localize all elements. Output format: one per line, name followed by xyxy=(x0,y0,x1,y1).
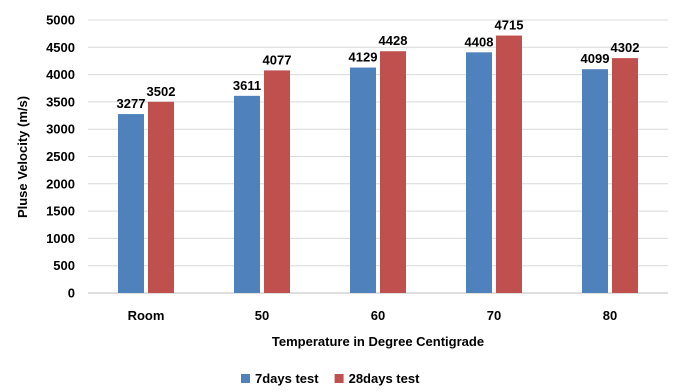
legend: 7days test 28days test xyxy=(241,371,420,386)
x-tick-label: 70 xyxy=(487,308,501,323)
bar-series2 xyxy=(148,101,174,293)
x-tick-label: 60 xyxy=(371,308,385,323)
y-tick-label: 2000 xyxy=(46,176,75,191)
bar-series2 xyxy=(264,70,290,293)
y-tick-label: 3500 xyxy=(46,94,75,109)
data-label: 4302 xyxy=(611,40,640,55)
legend-swatch xyxy=(334,374,344,383)
bar-series1 xyxy=(466,52,492,294)
y-tick-label: 0 xyxy=(68,286,75,301)
x-axis-title: Temperature in Degree Centigrade xyxy=(272,334,484,349)
gridlines xyxy=(88,19,668,294)
y-tick-label: 5000 xyxy=(46,13,75,28)
data-label: 3502 xyxy=(147,84,176,99)
bar-series2 xyxy=(380,51,406,293)
bar-series1 xyxy=(350,67,376,293)
bar-series1 xyxy=(234,95,260,293)
y-tick-label: 4000 xyxy=(46,67,75,82)
y-tick-label: 4500 xyxy=(46,40,75,55)
y-tick-label: 500 xyxy=(53,258,75,273)
legend-label: 28days test xyxy=(349,371,420,386)
x-tick-label: Room xyxy=(128,308,165,323)
bars xyxy=(118,35,638,294)
y-tick-label: 3000 xyxy=(46,122,75,137)
data-label: 3611 xyxy=(233,78,261,93)
data-label: 4077 xyxy=(263,52,292,67)
bar-series2 xyxy=(496,35,522,293)
y-tick-label: 1000 xyxy=(46,231,75,246)
bar-series2 xyxy=(612,58,638,293)
data-label: 4129 xyxy=(349,50,378,65)
legend-swatch xyxy=(241,374,250,383)
y-tick-label: 1500 xyxy=(46,204,75,219)
data-label: 4408 xyxy=(465,34,494,49)
bar-series1 xyxy=(118,114,144,293)
data-label: 4715 xyxy=(495,18,524,33)
y-axis-ticks: 0 500 1000 1500 2000 2500 3000 3500 4000 4500 5000 xyxy=(46,13,75,301)
x-tick-label: 80 xyxy=(603,308,617,323)
data-label: 4428 xyxy=(379,33,408,48)
y-axis-title: Pluse Velocity (m/s) xyxy=(15,96,30,218)
data-label: 4099 xyxy=(581,51,610,66)
data-label: 3277 xyxy=(117,96,146,111)
bar-series1 xyxy=(582,69,608,293)
legend-label: 7days test xyxy=(255,371,319,386)
y-tick-label: 2500 xyxy=(46,149,75,164)
x-tick-label: 50 xyxy=(255,308,269,323)
x-axis-ticks: Room 50 60 70 80 xyxy=(128,308,618,323)
